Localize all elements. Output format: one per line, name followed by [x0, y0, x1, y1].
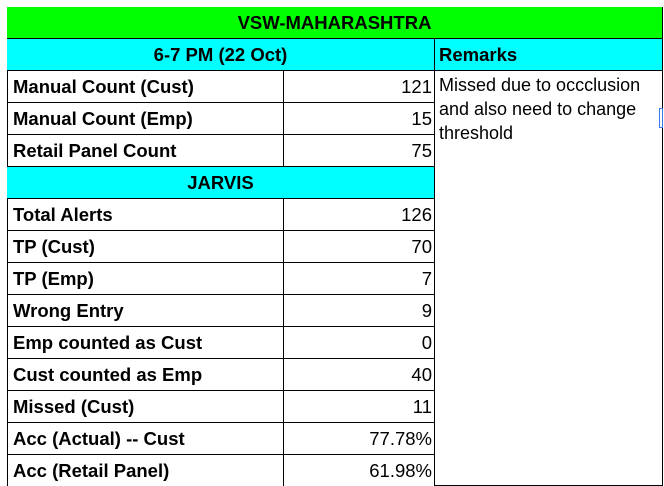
table-row: Total Alerts 126	[7, 199, 435, 231]
row-value[interactable]: 126	[284, 199, 435, 231]
row-label[interactable]: Wrong Entry	[7, 295, 284, 327]
spreadsheet: VSW-MAHARASHTRA 6-7 PM (22 Oct) Remarks …	[7, 7, 663, 486]
row-value[interactable]: 9	[284, 295, 435, 327]
row-value[interactable]: 70	[284, 231, 435, 263]
row-value[interactable]: 61.98%	[284, 455, 435, 486]
table-row: Emp counted as Cust 0	[7, 327, 435, 359]
table-row: TP (Cust) 70	[7, 231, 435, 263]
row-label[interactable]: Acc (Actual) -- Cust	[7, 423, 284, 455]
title-row: VSW-MAHARASHTRA	[7, 7, 663, 39]
row-value[interactable]: 77.78%	[284, 423, 435, 455]
table-row: Cust counted as Emp 40	[7, 359, 435, 391]
table-row: Manual Count (Cust) 121	[7, 71, 663, 103]
table-row: Retail Panel Count 75	[7, 135, 663, 167]
row-value[interactable]: 11	[284, 391, 435, 423]
row-value[interactable]: 15	[284, 103, 435, 135]
remarks-line: Missed due to occclusion	[439, 75, 641, 95]
remarks-header-cell[interactable]: Remarks	[435, 39, 663, 71]
table-row: Wrong Entry 9	[7, 295, 435, 327]
row-value[interactable]: 40	[284, 359, 435, 391]
remarks-cell[interactable]: Missed due to occclusion and also need t…	[435, 71, 663, 486]
table-row: Acc (Actual) -- Cust 77.78%	[7, 423, 435, 455]
row-label[interactable]: Emp counted as Cust	[7, 327, 284, 359]
table-row: TP (Emp) 7	[7, 263, 435, 295]
jarvis-header-cell[interactable]: JARVIS	[7, 167, 435, 199]
section-header-row: 6-7 PM (22 Oct) Remarks	[7, 39, 663, 71]
row-label[interactable]: Total Alerts	[7, 199, 284, 231]
row-label[interactable]: Missed (Cust)	[7, 391, 284, 423]
cell-cursor-marker	[659, 108, 663, 128]
row-label[interactable]: Manual Count (Emp)	[7, 103, 284, 135]
row-value[interactable]: 75	[284, 135, 435, 167]
table-left-border	[7, 7, 8, 486]
table-row: Acc (Retail Panel) 61.98%	[7, 455, 435, 486]
remarks-line: and also need to change	[439, 99, 637, 119]
row-label[interactable]: Retail Panel Count	[7, 135, 284, 167]
table-row: Manual Count (Emp) 15	[7, 103, 663, 135]
row-label[interactable]: Cust counted as Emp	[7, 359, 284, 391]
row-value[interactable]: 0	[284, 327, 435, 359]
table-row: Missed (Cust) 11	[7, 391, 435, 423]
jarvis-header-row: JARVIS	[7, 167, 435, 199]
row-label[interactable]: Acc (Retail Panel)	[7, 455, 284, 486]
row-label[interactable]: TP (Cust)	[7, 231, 284, 263]
title-cell[interactable]: VSW-MAHARASHTRA	[7, 7, 663, 39]
time-header-cell[interactable]: 6-7 PM (22 Oct)	[7, 39, 435, 71]
row-label[interactable]: Manual Count (Cust)	[7, 71, 284, 103]
row-label[interactable]: TP (Emp)	[7, 263, 284, 295]
row-value[interactable]: 121	[284, 71, 435, 103]
row-value[interactable]: 7	[284, 263, 435, 295]
remarks-line: threshold	[439, 123, 514, 143]
